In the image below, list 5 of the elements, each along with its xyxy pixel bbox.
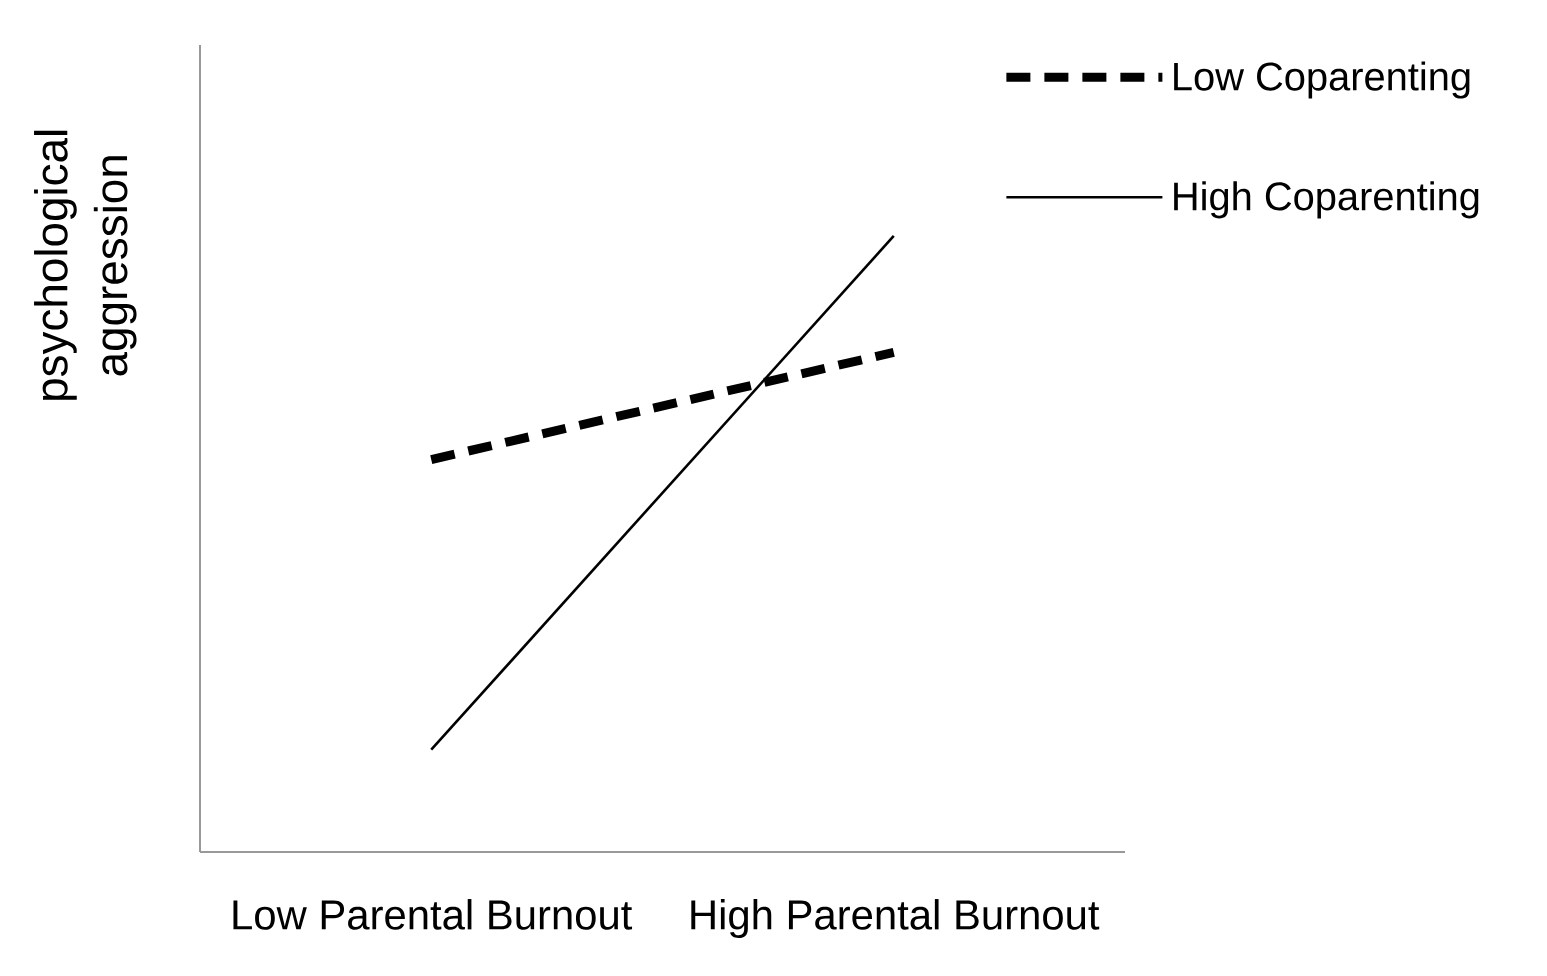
x-tick-label: Low Parental Burnout [233,899,633,930]
legend-label: High Coparenting [1174,181,1479,219]
y-axis-title: psychological aggression [34,130,137,400]
legend-label: Low Coparenting [1174,61,1470,99]
x-tick-label: High Parental Burnout [691,899,1100,939]
